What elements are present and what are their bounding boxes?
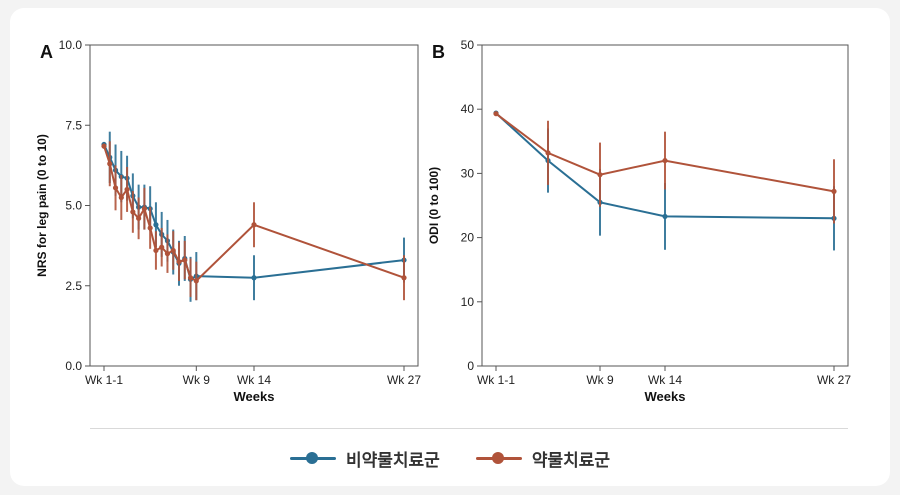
panel-A-letter: A xyxy=(40,42,53,62)
panel-B-y-tick-label: 10 xyxy=(461,295,475,309)
legend-swatch-non-drug xyxy=(289,451,336,465)
panel-A-y-tick-label: 5.0 xyxy=(65,199,82,213)
panel-A-data-point xyxy=(170,247,176,254)
panel-A-series-1 xyxy=(101,141,407,301)
panel-A-data-point xyxy=(176,259,182,265)
panel-A-x-tick-label: Wk 14 xyxy=(237,373,271,387)
panel-B-x-tick-label: Wk 27 xyxy=(817,373,851,387)
legend-label-non-drug: 비약물치료군 xyxy=(345,450,440,471)
panel-A-data-point xyxy=(251,222,257,228)
legend-item-non-drug: 비약물치료군 xyxy=(289,446,440,471)
panel-A-data-point xyxy=(141,206,147,212)
panel-A-data-point xyxy=(153,247,159,254)
legend-swatch-drug xyxy=(475,451,522,465)
panel-B-y-tick-label: 0 xyxy=(467,359,474,373)
panel-A-y-tick-label: 7.5 xyxy=(65,118,82,132)
panel-A-data-point xyxy=(193,278,199,284)
legend-dot-drug xyxy=(491,452,504,464)
panel-A-data-point xyxy=(401,275,407,281)
panel-B-series-1 xyxy=(493,111,837,224)
panel-B-data-point xyxy=(831,188,837,194)
legend-item-drug: 약물치료군 xyxy=(475,446,611,471)
panel-B-y-tick-label: 30 xyxy=(461,166,475,180)
panel-A-y-tick-label: 2.5 xyxy=(65,279,82,293)
panel-A-y-tick-label: 0.0 xyxy=(65,359,82,373)
panel-A-data-point xyxy=(153,222,159,228)
panel-A-data-point xyxy=(159,244,165,250)
panel-A-data-point xyxy=(251,275,257,281)
panel-A-data-point xyxy=(124,186,130,193)
panel-A-x-tick-label: Wk 9 xyxy=(183,373,211,387)
panel-B-x-tick-label: Wk 9 xyxy=(586,373,614,387)
panel-A-data-point xyxy=(147,225,153,231)
panel-A-data-point xyxy=(164,251,171,257)
legend-divider xyxy=(90,428,848,429)
panel-B-y-tick-label: 40 xyxy=(461,102,475,116)
panel-A-y-tick-label: 10.0 xyxy=(59,38,83,52)
panel-A-x-tick-label: Wk 27 xyxy=(387,373,421,387)
panel-A-data-point xyxy=(182,257,188,263)
panel-A-x-tick-label: Wk 1-1 xyxy=(85,373,123,387)
panel-B-letter: B xyxy=(432,42,445,62)
panel-A-y-axis-label: NRS for leg pain (0 to 10) xyxy=(35,134,49,277)
panel-B-data-point xyxy=(597,172,603,178)
panel-B-y-tick-label: 50 xyxy=(461,38,475,52)
panel-B-data-point xyxy=(493,111,499,117)
panel-B-y-axis-label: ODI (0 to 100) xyxy=(427,167,441,244)
chart-legend: 비약물치료군 약물치료군 xyxy=(0,440,900,476)
panel-B-x-axis-label: Weeks xyxy=(645,389,686,404)
panel-A-data-point xyxy=(107,161,113,167)
panel-B-y-tick-label: 20 xyxy=(461,231,475,245)
panel-B-data-point xyxy=(662,157,668,164)
legend-dot-non-drug xyxy=(305,452,318,464)
panel-A-data-point xyxy=(136,215,142,221)
panel-B-x-tick-label: Wk 14 xyxy=(648,373,682,387)
panel-A-data-point xyxy=(130,209,136,215)
panel-B-data-point xyxy=(545,150,551,156)
panel-A-data-point xyxy=(118,194,124,201)
panel-A-x-axis-label: Weeks xyxy=(234,389,275,404)
panel-A-data-point xyxy=(112,185,119,191)
panel-B-data-point xyxy=(662,213,668,220)
panel-A-data-point xyxy=(101,143,107,149)
panel-A-data-point xyxy=(187,275,194,281)
panel-B-x-tick-label: Wk 1-1 xyxy=(477,373,515,387)
chart-panels: A 0.0 2.5 5.0 7.5 10.0 Wk 1-1 Wk 9 Wk 14 Wk 27 Wee… xyxy=(35,38,851,404)
legend-label-drug: 약물치료군 xyxy=(531,450,611,471)
